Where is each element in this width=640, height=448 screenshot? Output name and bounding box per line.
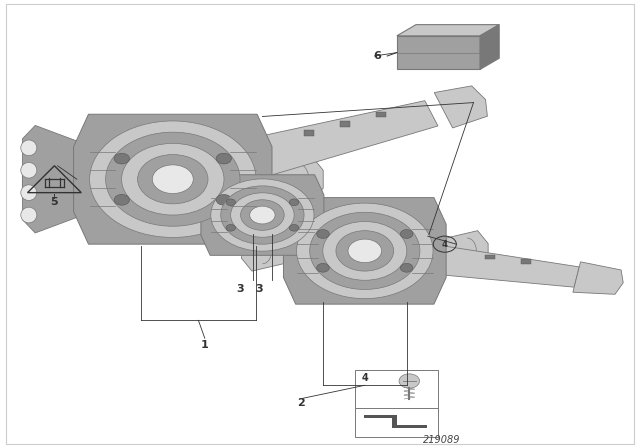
Polygon shape [480, 25, 499, 69]
Polygon shape [397, 25, 499, 36]
Polygon shape [241, 101, 438, 178]
Circle shape [152, 165, 193, 194]
Text: 5: 5 [51, 197, 58, 207]
Circle shape [106, 132, 240, 226]
Text: 1: 1 [201, 340, 209, 350]
Polygon shape [284, 198, 446, 304]
Bar [364, 415, 397, 418]
Bar [355, 408, 438, 437]
Circle shape [114, 194, 129, 205]
Circle shape [289, 224, 299, 231]
Circle shape [348, 239, 381, 263]
Bar [355, 370, 438, 410]
Bar [392, 415, 397, 428]
Circle shape [323, 221, 407, 280]
Bar [397, 36, 480, 69]
Text: 3: 3 [255, 284, 263, 294]
Circle shape [400, 229, 413, 238]
Circle shape [138, 155, 208, 204]
Text: 2: 2 [297, 398, 305, 408]
Text: 4: 4 [442, 240, 448, 249]
Bar [521, 259, 531, 264]
Circle shape [216, 194, 232, 205]
Circle shape [296, 203, 433, 299]
Text: 6: 6 [373, 51, 381, 61]
Ellipse shape [21, 163, 37, 178]
Circle shape [250, 206, 275, 224]
Ellipse shape [21, 185, 37, 201]
Polygon shape [446, 231, 488, 271]
Circle shape [310, 212, 420, 289]
Polygon shape [434, 86, 488, 128]
Text: 3: 3 [236, 284, 244, 294]
Polygon shape [272, 155, 323, 204]
Circle shape [317, 229, 330, 238]
Circle shape [317, 263, 330, 272]
Polygon shape [428, 245, 579, 287]
Polygon shape [22, 155, 74, 204]
Circle shape [336, 231, 394, 271]
Text: 4: 4 [362, 373, 368, 383]
Circle shape [400, 263, 413, 272]
Bar [376, 112, 386, 117]
Bar [304, 130, 314, 136]
Circle shape [289, 199, 299, 206]
Circle shape [226, 224, 236, 231]
Text: 219089: 219089 [423, 435, 460, 445]
Polygon shape [201, 175, 324, 255]
Circle shape [216, 153, 232, 164]
Circle shape [241, 200, 284, 230]
Circle shape [230, 193, 294, 237]
Bar [484, 255, 495, 259]
Bar [340, 121, 350, 127]
Bar [397, 425, 427, 428]
Circle shape [221, 186, 304, 244]
Polygon shape [573, 262, 623, 294]
Ellipse shape [21, 207, 37, 223]
Polygon shape [241, 231, 284, 271]
Circle shape [90, 121, 256, 237]
Polygon shape [22, 125, 83, 233]
Circle shape [122, 143, 224, 215]
Circle shape [399, 374, 420, 388]
Circle shape [114, 153, 129, 164]
Polygon shape [74, 114, 272, 244]
Ellipse shape [21, 140, 37, 156]
Circle shape [226, 199, 236, 206]
Circle shape [211, 179, 314, 251]
